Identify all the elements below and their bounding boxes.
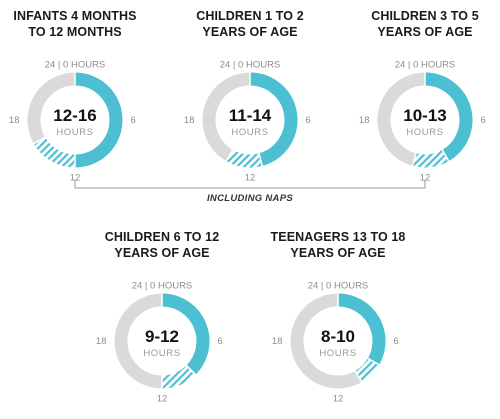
chart-children-3-5: CHILDREN 3 TO 5 YEARS OF AGE 24 | 0 HOUR…: [350, 8, 500, 198]
tick-label-left: 18: [359, 115, 370, 126]
chart-title-line: CHILDREN 1 TO 2: [196, 9, 304, 23]
naps-segment: [161, 365, 196, 389]
segment-separator: [257, 152, 264, 168]
segment-separator: [411, 152, 418, 168]
segment-separator: [441, 148, 450, 163]
tick-label-left: 18: [272, 336, 283, 347]
naps-segment: [412, 149, 449, 168]
tick-label-left: 18: [9, 115, 20, 126]
donut-chart: 24 | 0 HOURS 6 12 18 11-14 HOURS: [184, 60, 311, 184]
chart-title: CHILDREN 6 TO 12 YEARS OF AGE: [87, 229, 237, 261]
chart-title-line: CHILDREN 3 TO 5: [371, 9, 479, 23]
tick-label-bottom: 12: [245, 173, 256, 184]
naps-segment: [33, 136, 76, 168]
chart-title: TEENAGERS 13 TO 18 YEARS OF AGE: [263, 229, 413, 261]
tick-label-right: 6: [218, 336, 223, 347]
segment-separator: [354, 369, 363, 384]
tick-label-bottom: 12: [333, 394, 344, 405]
chart-title-line: TO 12 MONTHS: [28, 25, 122, 39]
segment-separator: [225, 148, 234, 163]
including-naps-label: INCLUDING NAPS: [206, 193, 293, 204]
sleep-segment: [249, 72, 298, 166]
sleep-segment: [74, 72, 123, 168]
hours-range-value: 12-16: [53, 106, 96, 125]
tick-label-bottom: 12: [70, 173, 81, 184]
chart-title-line: TEENAGERS 13 TO 18: [270, 230, 406, 244]
hours-unit-label: HOURS: [143, 348, 180, 359]
chart-title-line: CHILDREN 6 TO 12: [104, 230, 220, 244]
tick-label-top: 24 | 0 HOURS: [45, 60, 106, 71]
segment-separator: [32, 136, 47, 145]
sleep-segment: [337, 293, 386, 365]
naps-segment: [354, 357, 380, 383]
chart-children-6-12: CHILDREN 6 TO 12 YEARS OF AGE 24 | 0 HOU…: [87, 229, 237, 419]
chart-teenagers: TEENAGERS 13 TO 18 YEARS OF AGE 24 | 0 H…: [263, 229, 413, 419]
naps-segment: [226, 149, 263, 168]
tick-label-left: 18: [96, 336, 107, 347]
hours-unit-label: HOURS: [231, 127, 268, 138]
chart-title-line: YEARS OF AGE: [202, 25, 298, 39]
chart-title-line: YEARS OF AGE: [290, 246, 386, 260]
chart-title-line: YEARS OF AGE: [114, 246, 210, 260]
tick-label-right: 6: [131, 115, 136, 126]
chart-title: CHILDREN 3 TO 5 YEARS OF AGE: [350, 8, 500, 40]
tick-label-bottom: 12: [157, 394, 168, 405]
naps-bracket: [74, 180, 426, 189]
segment-separator: [185, 364, 197, 376]
tick-label-right: 6: [306, 115, 311, 126]
bracket-line: [74, 180, 426, 189]
segment-separator: [366, 357, 381, 366]
tick-label-left: 18: [184, 115, 195, 126]
tick-label-top: 24 | 0 HOURS: [308, 281, 369, 292]
tick-label-top: 24 | 0 HOURS: [220, 60, 281, 71]
tick-label-top: 24 | 0 HOURS: [395, 60, 456, 71]
chart-title: INFANTS 4 MONTHS TO 12 MONTHS: [0, 8, 150, 40]
hours-range-value: 8-10: [321, 327, 355, 346]
donut-chart: 24 | 0 HOURS 6 12 18 9-12 HOURS: [96, 281, 223, 405]
tick-label-right: 6: [481, 115, 486, 126]
donut-chart: 24 | 0 HOURS 6 12 18 8-10 HOURS: [272, 281, 399, 405]
hours-unit-label: HOURS: [406, 127, 443, 138]
hours-range-value: 9-12: [145, 327, 179, 346]
chart-children-1-2: CHILDREN 1 TO 2 YEARS OF AGE 24 | 0 HOUR…: [175, 8, 325, 198]
tick-label-right: 6: [394, 336, 399, 347]
chart-title-line: INFANTS 4 MONTHS: [13, 9, 137, 23]
chart-title: CHILDREN 1 TO 2 YEARS OF AGE: [175, 8, 325, 40]
sleep-segment: [161, 293, 210, 375]
sleep-segment: [424, 72, 473, 162]
tick-label-top: 24 | 0 HOURS: [132, 281, 193, 292]
donut-chart: 24 | 0 HOURS 6 12 18 12-16 HOURS: [9, 60, 136, 184]
hours-range-value: 10-13: [403, 106, 446, 125]
tick-label-bottom: 12: [420, 173, 431, 184]
hours-unit-label: HOURS: [319, 348, 356, 359]
donut-chart: 24 | 0 HOURS 6 12 18 10-13 HOURS: [359, 60, 486, 184]
chart-infants: INFANTS 4 MONTHS TO 12 MONTHS 24 | 0 HOU…: [0, 8, 150, 198]
chart-title-line: YEARS OF AGE: [377, 25, 473, 39]
hours-unit-label: HOURS: [56, 127, 93, 138]
hours-range-value: 11-14: [229, 106, 272, 125]
